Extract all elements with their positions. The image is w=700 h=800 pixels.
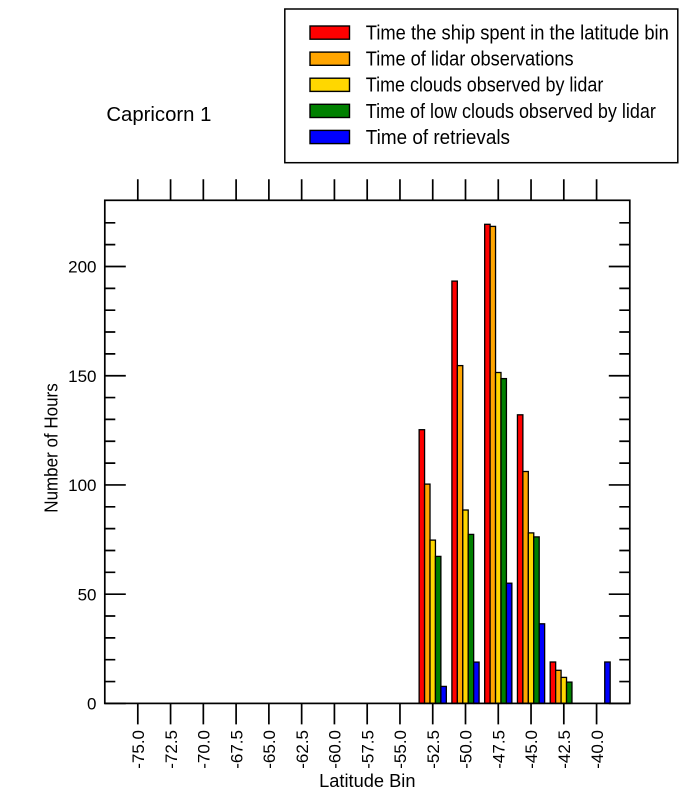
svg-text:50: 50 [78,585,97,604]
svg-text:-67.5: -67.5 [227,730,246,769]
svg-text:Latitude Bin: Latitude Bin [319,771,415,791]
svg-text:-47.5: -47.5 [489,730,508,769]
svg-text:Time of retrievals: Time of retrievals [366,127,510,149]
svg-text:0: 0 [87,695,96,714]
svg-text:-45.0: -45.0 [522,730,541,769]
svg-text:-42.5: -42.5 [555,730,574,769]
svg-text:-65.0: -65.0 [260,730,279,769]
svg-text:150: 150 [68,367,96,386]
svg-text:-70.0: -70.0 [195,730,214,769]
svg-text:200: 200 [68,258,96,277]
svg-text:-40.0: -40.0 [588,730,607,769]
svg-text:Capricorn 1: Capricorn 1 [106,104,211,126]
svg-text:-55.0: -55.0 [391,730,410,769]
svg-text:Time of low clouds observed by: Time of low clouds observed by lidar [366,101,656,123]
svg-text:Time of lidar observations: Time of lidar observations [366,49,574,71]
svg-text:-52.5: -52.5 [424,730,443,769]
svg-text:-72.5: -72.5 [162,730,181,769]
svg-text:100: 100 [68,476,96,495]
svg-text:-57.5: -57.5 [358,730,377,769]
svg-text:Number of Hours: Number of Hours [41,383,61,512]
svg-text:Time the ship spent in the lat: Time the ship spent in the latitude bin [366,23,669,45]
svg-text:Time clouds observed by lidar: Time clouds observed by lidar [366,75,604,97]
svg-text:-75.0: -75.0 [129,730,148,769]
svg-text:-62.5: -62.5 [293,730,312,769]
svg-text:-60.0: -60.0 [326,730,345,769]
svg-text:-50.0: -50.0 [457,730,476,769]
